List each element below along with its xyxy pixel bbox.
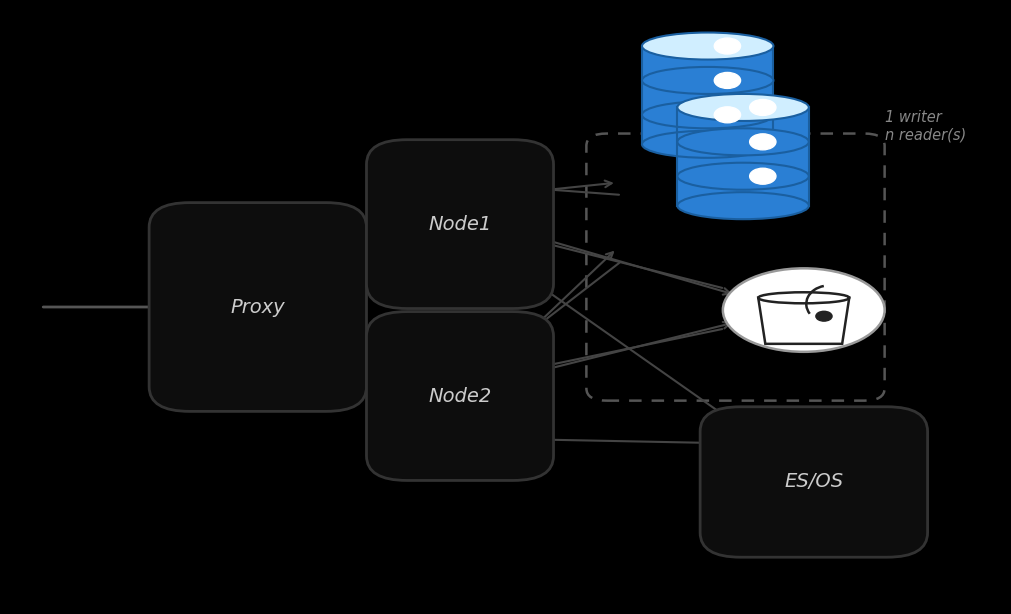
Circle shape <box>749 134 776 150</box>
FancyBboxPatch shape <box>700 407 928 558</box>
Bar <box>677 107 809 206</box>
Ellipse shape <box>677 128 809 155</box>
Ellipse shape <box>758 292 849 303</box>
Text: Node2: Node2 <box>429 387 491 405</box>
Bar <box>642 46 773 144</box>
Ellipse shape <box>677 163 809 190</box>
Ellipse shape <box>677 94 809 121</box>
Ellipse shape <box>723 268 885 352</box>
Circle shape <box>714 38 740 54</box>
FancyBboxPatch shape <box>367 312 554 481</box>
FancyBboxPatch shape <box>150 203 367 411</box>
Ellipse shape <box>677 192 809 219</box>
Text: 1 writer
n reader(s): 1 writer n reader(s) <box>885 110 966 142</box>
Circle shape <box>714 72 740 88</box>
Ellipse shape <box>642 67 773 94</box>
Text: Proxy: Proxy <box>231 298 285 316</box>
Ellipse shape <box>642 33 773 60</box>
Text: Node1: Node1 <box>429 215 491 233</box>
Ellipse shape <box>642 131 773 158</box>
FancyBboxPatch shape <box>367 140 554 309</box>
Circle shape <box>749 168 776 184</box>
Circle shape <box>714 107 740 123</box>
Text: ES/OS: ES/OS <box>785 473 843 491</box>
Circle shape <box>816 311 832 321</box>
Circle shape <box>749 99 776 115</box>
Ellipse shape <box>642 101 773 128</box>
